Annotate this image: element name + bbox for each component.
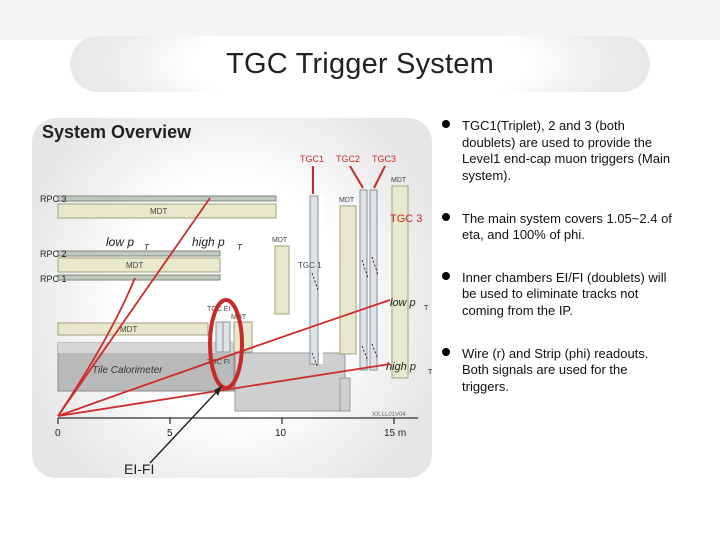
svg-text:T: T bbox=[428, 369, 432, 376]
bullet-dot-icon bbox=[442, 348, 450, 356]
eifi-arrow bbox=[150, 386, 222, 463]
svg-text:TGC3: TGC3 bbox=[372, 154, 396, 164]
svg-text:MDT: MDT bbox=[150, 207, 167, 216]
svg-text:5: 5 bbox=[167, 428, 173, 439]
bullet-text: The main system covers 1.05~2.4 of eta, … bbox=[462, 211, 678, 244]
tgc2 bbox=[360, 190, 367, 370]
bullet-item: Inner chambers EI/FI (doublets) will be … bbox=[442, 270, 678, 320]
title-band: TGC Trigger System bbox=[70, 36, 650, 92]
svg-text:MDT: MDT bbox=[120, 325, 137, 334]
bullet-item: The main system covers 1.05~2.4 of eta, … bbox=[442, 211, 678, 244]
bullet-dot-icon bbox=[442, 120, 450, 128]
tgc1 bbox=[310, 196, 318, 364]
tgc-fi bbox=[223, 322, 230, 352]
content-area: System Overview 0 5 10 15 m Tile Calorim… bbox=[32, 118, 688, 512]
bullet-dot-icon bbox=[442, 213, 450, 221]
bullet-item: Wire (r) and Strip (phi) readouts. Both … bbox=[442, 346, 678, 396]
rpc2 bbox=[58, 251, 220, 256]
bullet-item: TGC1(Triplet), 2 and 3 (both doublets) a… bbox=[442, 118, 678, 185]
svg-text:T: T bbox=[237, 243, 243, 252]
mdt-em bbox=[340, 206, 356, 354]
tgc3-right-label: TGC 3 bbox=[390, 213, 422, 225]
svg-text:0: 0 bbox=[55, 428, 61, 439]
tgc1-label-small: TGC 1 bbox=[298, 261, 322, 270]
rpc3 bbox=[58, 196, 276, 201]
diagram-title: System Overview bbox=[42, 122, 191, 143]
svg-text:15 m: 15 m bbox=[384, 428, 406, 439]
svg-text:high p: high p bbox=[386, 361, 416, 373]
tgc-ei bbox=[216, 322, 223, 352]
svg-text:MDT: MDT bbox=[272, 237, 288, 244]
rpc1-label: RPC 1 bbox=[40, 274, 67, 284]
svg-text:MDT: MDT bbox=[126, 261, 143, 270]
svg-text:low p: low p bbox=[390, 297, 416, 309]
endcap-calorimeter bbox=[235, 353, 345, 411]
tgc3 bbox=[370, 190, 377, 370]
bullet-dot-icon bbox=[442, 272, 450, 280]
svg-text:10: 10 bbox=[275, 428, 287, 439]
tgc-gap bbox=[319, 196, 323, 364]
tgc-top-labels: TGC1 TGC2 TGC3 bbox=[300, 154, 396, 194]
diagram-panel: System Overview 0 5 10 15 m Tile Calorim… bbox=[32, 118, 432, 478]
eifi-label: EI-FI bbox=[124, 461, 154, 477]
bullet-list: TGC1(Triplet), 2 and 3 (both doublets) a… bbox=[442, 118, 678, 422]
svg-text:MDT: MDT bbox=[339, 197, 355, 204]
mdt-ee bbox=[275, 246, 289, 314]
figure-ref: XX.LL01V04 bbox=[372, 412, 406, 418]
rpc2-label: RPC 2 bbox=[40, 249, 67, 259]
rpc1 bbox=[58, 275, 220, 280]
x-ticks: 0 5 10 15 m bbox=[55, 418, 406, 439]
high-pt-label: high p bbox=[192, 235, 225, 249]
bullet-text: Inner chambers EI/FI (doublets) will be … bbox=[462, 270, 678, 320]
bullet-text: Wire (r) and Strip (phi) readouts. Both … bbox=[462, 346, 678, 396]
svg-text:TGC1: TGC1 bbox=[300, 154, 324, 164]
bullet-text: TGC1(Triplet), 2 and 3 (both doublets) a… bbox=[462, 118, 678, 185]
svg-text:Tile Calorimeter: Tile Calorimeter bbox=[92, 365, 163, 376]
slide-title: TGC Trigger System bbox=[226, 48, 494, 81]
svg-text:MDT: MDT bbox=[391, 177, 407, 184]
low-pt-label: low p bbox=[106, 235, 134, 249]
diagram-svg: 0 5 10 15 m Tile Calorimeter MDT TGC EI … bbox=[40, 148, 432, 478]
svg-text:T: T bbox=[424, 305, 429, 312]
rpc3-label: RPC 3 bbox=[40, 194, 67, 204]
svg-text:TGC2: TGC2 bbox=[336, 154, 360, 164]
